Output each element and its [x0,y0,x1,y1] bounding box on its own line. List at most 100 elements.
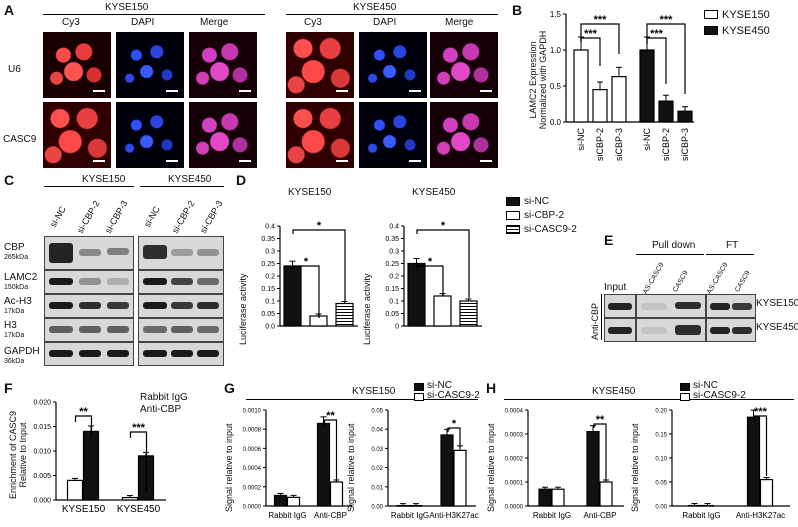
significance-bracket [593,423,607,480]
chart-d-kyse150: 0.0 0.05 0.1 0.15 0.2 0.25 0.3 0.35 0.4 * * [261,220,358,331]
e-lane-ascasc9-2: AS-CASC9 [706,261,730,296]
c-lane-sinc-2: si-NC [142,204,162,229]
significance-mark: * [304,256,309,268]
g-legend-sinc: si-NC [427,380,452,391]
significance-mark: *** [132,422,146,434]
y-tick-label: 0.25 [385,261,399,268]
blot-cbp-kyse450 [138,236,224,270]
c-protein-lamc2-size: 150kDa [4,284,29,291]
c-lane-sicbp2-2: si-CBP-2 [170,198,197,235]
significance-bracket [646,23,686,94]
significance-mark: *** [594,14,608,26]
y-tick-label: 0.15 [385,286,399,293]
c-lane-sicbp2-1: si-CBP-2 [75,198,102,235]
d-legend-swatch-sicasc9 [506,225,520,234]
significance-bracket [580,23,620,54]
e-antibody: Anti-CBP [590,302,600,340]
a-ch-cy3-2: Cy3 [304,17,322,28]
y-tick-label: 0.020 [33,400,51,407]
y-tick-label: 0.000 [33,498,51,505]
h-title: KYSE450 [592,386,636,397]
bar [639,49,655,123]
blot-h3-kyse450 [138,318,224,342]
y-tick-label: 0.05 [385,311,399,318]
a-ch-merge-2: Merge [445,17,474,28]
y-tick-label: 0.05 [371,409,383,415]
blot-e-input-kyse150 [604,294,636,318]
a-ch-merge-1: Merge [200,17,229,28]
bar [538,488,552,507]
y-tick-label: 0.15 [655,433,667,439]
d-legend-sicbp2: si-CBP-2 [524,210,565,221]
significance-bracket [292,229,346,302]
bar [687,504,702,507]
y-tick-label: 0.1 [389,299,399,306]
bar [453,449,467,507]
a-row-u6: U6 [8,64,21,75]
bar [700,504,715,507]
bar [611,76,627,123]
micrograph-u6-kyse150-dapi [116,32,184,98]
f-ylabel: Enrichment of CASC9 Relative to Input [8,410,28,500]
g-ylabel-1: Signal relative to input [224,423,234,512]
micrograph-casc9-kyse150-dapi [116,102,184,168]
x-tick-label: Anti-H3K27ac [429,511,478,520]
blot-ach3-kyse450 [138,294,224,318]
significance-mark: * [428,256,433,268]
x-tick-label: KYSE150 [62,504,106,515]
panel-a-group-kyse150: KYSE150 [105,2,149,13]
panel-c-label: C [4,172,15,188]
y-tick-label: 0.01 [371,485,383,491]
e-lane-casc9-2: CASC9 [734,269,752,294]
y-tick-label: 0.0001 [505,481,524,487]
micrograph-casc9-kyse150-merge [189,102,257,168]
d-title-kyse450: KYSE450 [412,187,456,198]
y-tick-label: 0.005 [33,473,51,480]
x-tick-label: siCBP-2 [595,128,605,161]
bar [433,295,452,327]
h-legend-swatch-sinc [680,383,690,391]
bar [286,496,301,507]
significance-bracket [74,415,93,438]
x-tick-label: Rabbit IgG [268,511,306,520]
significance-bracket [416,265,444,296]
g-legend-swatch-sicasc9 [414,393,424,401]
y-tick-label: 0.5 [550,82,562,91]
c-protein-gapdh-size: 36kDa [4,358,25,365]
a-ch-dapi-2: DAPI [373,17,397,28]
blot-e-ft-kyse450 [706,318,756,342]
blot-ach3-kyse150 [44,294,134,318]
x-tick-label: Rabbit IgG [682,511,720,520]
y-tick-label: 0.03 [371,447,383,453]
y-tick-label: 0.0003 [505,433,524,439]
c-protein-cbp: CBP [4,242,25,253]
c-protein-h3: H3 [4,320,17,331]
chart-h-left: 0.0000 0.0001 0.0002 0.0003 0.0004 Rabbit IgG… [505,409,624,520]
x-tick-label: Anti-CBP [584,511,617,520]
significance-mark: ** [79,406,88,418]
bar [407,262,426,327]
panel-d-label: D [236,172,247,188]
significance-mark: * [452,418,457,430]
g-legend-swatch-sinc [414,383,424,391]
g-title: KYSE150 [352,386,396,397]
bar [551,488,565,507]
y-tick-label: 0.15 [261,286,275,293]
significance-mark: *** [660,14,674,26]
x-tick-label: siCBP-3 [614,128,624,161]
y-tick-label: 0.2 [389,274,399,281]
y-tick-label: 0.0002 [243,485,262,491]
d-legend-swatch-sinc [506,197,520,206]
x-tick-label: si-NC [576,128,586,151]
c-lane-sicbp3-1: si-CBP-3 [103,198,130,235]
blot-lamc2-kyse450 [138,270,224,294]
bar [658,100,674,123]
b-legend-kyse450: KYSE450 [722,25,770,37]
bar [316,422,331,507]
significance-mark: * [441,220,446,232]
y-tick-label: 0.05 [655,481,667,487]
bar [599,481,613,507]
panel-f-label: F [4,380,13,396]
e-cell-kyse150: KYSE150 [756,298,798,309]
x-tick-label: Rabbit IgG [533,511,571,520]
